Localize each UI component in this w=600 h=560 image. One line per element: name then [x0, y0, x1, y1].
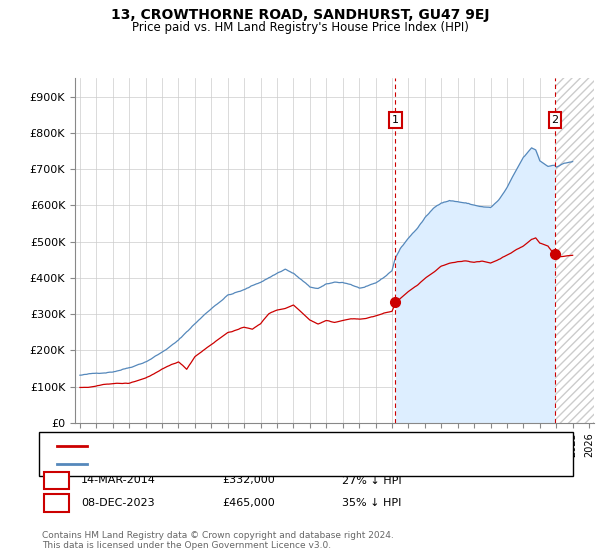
Text: Contains HM Land Registry data © Crown copyright and database right 2024.
This d: Contains HM Land Registry data © Crown c…: [42, 530, 394, 550]
Text: 2: 2: [53, 498, 60, 508]
Text: 08-DEC-2023: 08-DEC-2023: [81, 498, 155, 508]
Text: 1: 1: [392, 115, 399, 125]
Text: 35% ↓ HPI: 35% ↓ HPI: [342, 498, 401, 508]
Text: £332,000: £332,000: [222, 475, 275, 486]
Bar: [555, 78, 594, 423]
Text: 13, CROWTHORNE ROAD, SANDHURST, GU47 9EJ: 13, CROWTHORNE ROAD, SANDHURST, GU47 9EJ: [111, 8, 489, 22]
Text: 14-MAR-2014: 14-MAR-2014: [81, 475, 156, 486]
Text: £465,000: £465,000: [222, 498, 275, 508]
Text: 13, CROWTHORNE ROAD, SANDHURST, GU47 9EJ (detached house): 13, CROWTHORNE ROAD, SANDHURST, GU47 9EJ…: [93, 441, 445, 451]
Text: 2: 2: [551, 115, 559, 125]
Text: 1: 1: [53, 475, 60, 486]
Text: HPI: Average price, detached house, Bracknell Forest: HPI: Average price, detached house, Brac…: [93, 459, 370, 469]
Text: Price paid vs. HM Land Registry's House Price Index (HPI): Price paid vs. HM Land Registry's House …: [131, 21, 469, 34]
Text: 27% ↓ HPI: 27% ↓ HPI: [342, 475, 401, 486]
